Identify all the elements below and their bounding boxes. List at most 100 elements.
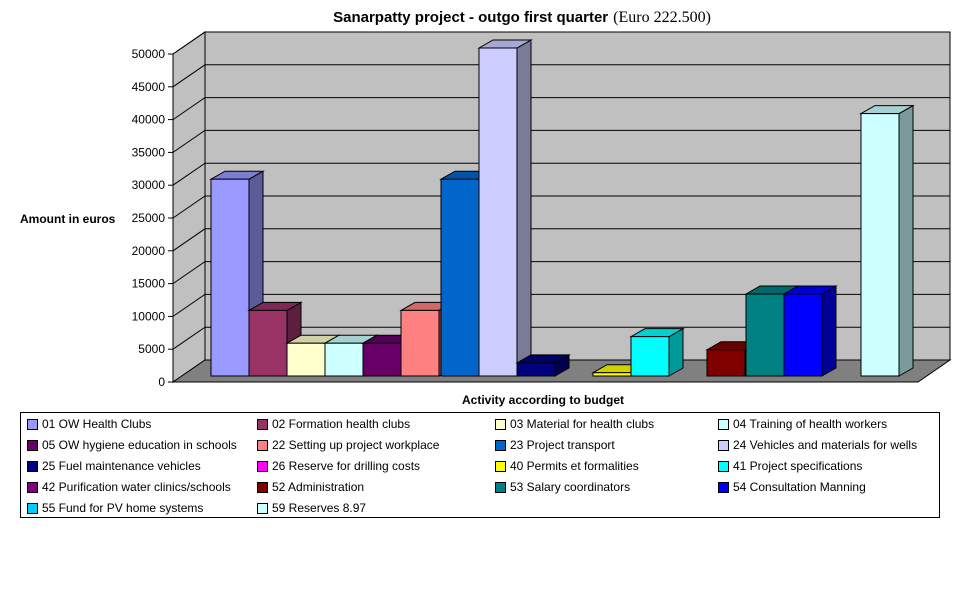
gridline [172, 326, 950, 350]
gridline [172, 64, 950, 88]
legend-swatch [257, 418, 268, 430]
y-tick-label: 30000 [132, 178, 166, 192]
bar [629, 327, 685, 377]
legend-swatch [257, 460, 268, 472]
legend-item: 03 Material for health clubs [495, 415, 654, 433]
legend-swatch [718, 460, 729, 472]
bars-layer [209, 39, 915, 377]
bar-front [478, 47, 518, 377]
legend-swatch [257, 439, 268, 451]
legend-item: 41 Project specifications [718, 457, 862, 475]
y-tick-label: 5000 [138, 342, 165, 356]
gridline [172, 228, 950, 252]
legend-label: 05 OW hygiene education in schools [42, 438, 237, 452]
bar-front [630, 336, 670, 377]
bar-front [592, 372, 632, 377]
bar-front [286, 342, 326, 377]
y-tick-label: 35000 [132, 145, 166, 159]
bar-front [248, 309, 288, 377]
bar-front [210, 178, 250, 377]
legend-swatch [27, 418, 38, 430]
bar-front [516, 362, 556, 377]
legend-label: 53 Salary coordinators [510, 480, 631, 494]
legend-label: 42 Purification water clinics/schools [42, 480, 231, 494]
legend-item: 23 Project transport [495, 436, 615, 454]
gridline [172, 261, 950, 285]
chart-svg: Sanarpatty project - outgo first quarter… [20, 9, 952, 407]
legend-item: 01 OW Health Clubs [27, 415, 151, 433]
y-tick-label: 45000 [132, 80, 166, 94]
legend-label: 40 Permits et formalities [510, 459, 639, 473]
legend-item: 05 OW hygiene education in schools [27, 436, 237, 454]
legend-swatch [495, 439, 506, 451]
legend-swatch [718, 439, 729, 451]
legend-item: 22 Setting up project workplace [257, 436, 439, 454]
legend-label: 04 Training of health workers [733, 417, 888, 431]
legend-item: 40 Permits et formalities [495, 457, 639, 475]
gridline [172, 162, 950, 186]
bar-side [821, 285, 837, 377]
legend-item: 54 Consultation Manning [718, 478, 866, 496]
legend-swatch [495, 460, 506, 472]
x-axis-label: Activity according to budget [462, 393, 624, 407]
gridline [172, 129, 950, 153]
bar-front [400, 309, 440, 377]
y-tick-label: 20000 [132, 244, 166, 258]
legend-label: 41 Project specifications [733, 459, 863, 473]
legend-label: 55 Fund for PV home systems [42, 501, 204, 515]
bar-front [783, 293, 823, 377]
legend-label: 02 Formation health clubs [272, 417, 411, 431]
legend-label: 26 Reserve for drilling costs [272, 459, 421, 473]
bar-front [440, 178, 480, 377]
legend-item: 02 Formation health clubs [257, 415, 410, 433]
legend-item: 25 Fuel maintenance vehicles [27, 457, 201, 475]
legend-label: 22 Setting up project workplace [272, 438, 440, 452]
bar [859, 104, 915, 377]
y-tick-label: 25000 [132, 211, 166, 225]
legend-item: 24 Vehicles and materials for wells [718, 436, 917, 454]
legend-swatch [27, 460, 38, 472]
bar-front [745, 293, 785, 377]
legend-label: 23 Project transport [510, 438, 615, 452]
legend-item: 52 Administration [257, 478, 364, 496]
bar-front [324, 342, 364, 377]
chart-title: Sanarpatty project - outgo first quarter [333, 9, 608, 26]
legend-label: 03 Material for health clubs [510, 417, 655, 431]
chart-subtitle: (Euro 222.500) [613, 9, 711, 26]
legend-swatch [257, 481, 268, 493]
bar [515, 354, 571, 377]
legend-item: 59 Reserves 8.97 [257, 499, 366, 517]
gridline [172, 195, 950, 219]
legend-item: 55 Fund for PV home systems [27, 499, 203, 517]
y-tick-label: 15000 [132, 277, 166, 291]
bar-front [860, 113, 900, 377]
chart-title-line: Sanarpatty project - outgo first quarter… [333, 9, 711, 26]
legend-label: 52 Administration [272, 480, 365, 494]
legend-label: 24 Vehicles and materials for wells [733, 438, 918, 452]
y-axis-label: Amount in euros [20, 212, 116, 226]
legend-swatch [718, 481, 729, 493]
legend: 01 OW Health Clubs 02 Formation health cl… [20, 412, 940, 518]
bar-front [362, 342, 402, 377]
legend-swatch [27, 502, 38, 514]
gridline [172, 293, 950, 317]
legend-label: 59 Reserves 8.97 [272, 501, 367, 515]
y-tick-label: 0 [158, 375, 165, 389]
y-tick-label: 50000 [132, 47, 166, 61]
gridline [172, 31, 950, 55]
bar-side [516, 39, 532, 377]
legend-swatch [495, 481, 506, 493]
y-tick-label: 10000 [132, 309, 166, 323]
bar [477, 39, 533, 377]
bar-side [898, 104, 914, 377]
bar-front [706, 349, 746, 377]
legend-swatch [27, 481, 38, 493]
legend-item: 42 Purification water clinics/schools [27, 478, 231, 496]
legend-swatch [27, 439, 38, 451]
legend-item: 04 Training of health workers [718, 415, 887, 433]
bar [782, 285, 838, 377]
legend-label: 54 Consultation Manning [733, 480, 866, 494]
legend-swatch [718, 418, 729, 430]
legend-swatch [495, 418, 506, 430]
legend-item: 53 Salary coordinators [495, 478, 630, 496]
